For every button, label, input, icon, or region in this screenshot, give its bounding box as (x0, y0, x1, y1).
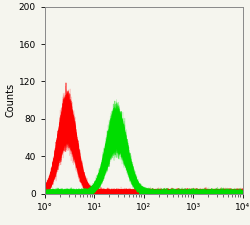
Y-axis label: Counts: Counts (6, 83, 16, 117)
